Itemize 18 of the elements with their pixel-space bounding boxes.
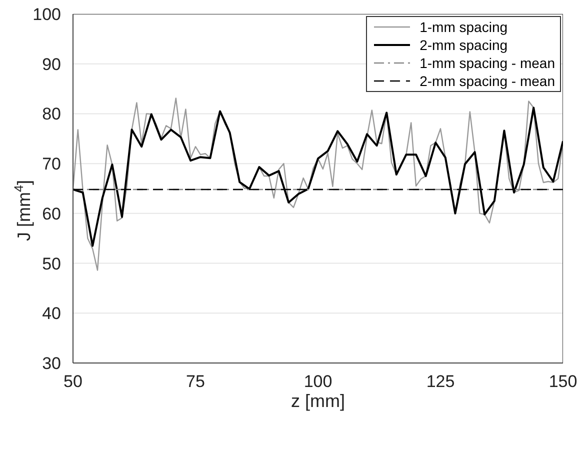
legend-label: 1-mm spacing - mean (420, 55, 555, 71)
x-tick-label: 75 (186, 372, 205, 392)
x-tick-label: 150 (548, 372, 578, 392)
y-tick-label: 40 (42, 304, 61, 324)
y-tick-label: 70 (42, 154, 61, 174)
legend-label: 2-mm spacing (420, 37, 508, 53)
x-axis-title: z [mm] (291, 391, 345, 411)
y-tick-label: 30 (42, 354, 61, 374)
legend-label: 1-mm spacing (420, 19, 508, 35)
y-tick-label: 50 (42, 254, 61, 274)
legend-label: 2-mm spacing - mean (420, 73, 555, 89)
y-tick-label: 60 (42, 204, 61, 224)
x-tick-label: 125 (426, 372, 455, 392)
y-tick-label: 80 (42, 104, 61, 124)
y-tick-label: 100 (32, 5, 61, 24)
y-tick-label: 90 (42, 54, 61, 74)
x-tick-label: 100 (304, 372, 332, 392)
x-tick-label: 50 (64, 372, 82, 392)
